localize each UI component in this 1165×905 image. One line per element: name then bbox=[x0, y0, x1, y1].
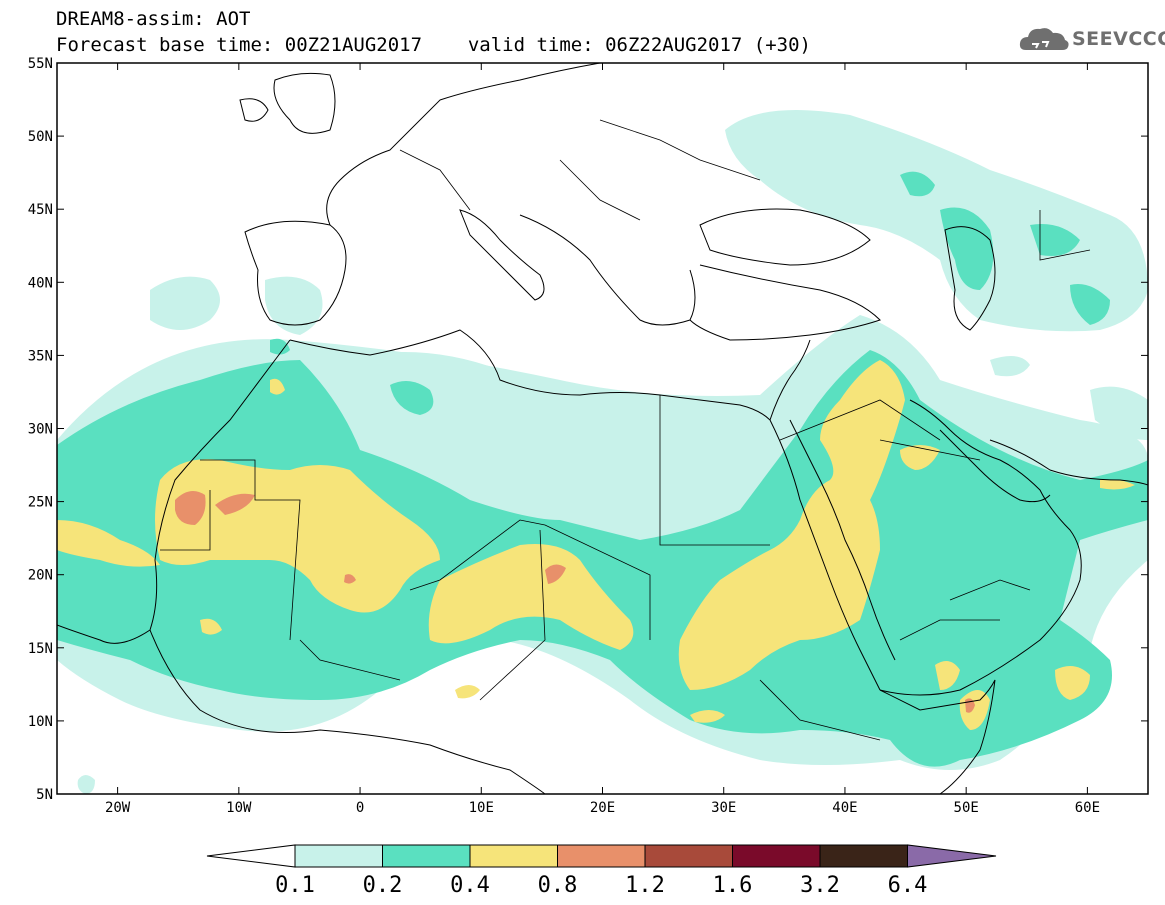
lat-tick-label: 55N bbox=[28, 56, 53, 72]
base-time: Forecast base time: 00Z21AUG2017 bbox=[56, 34, 423, 56]
colorbar-segment bbox=[557, 844, 646, 868]
colorbar-level-label: 0.2 bbox=[363, 873, 403, 898]
colorbar: 0.1 0.2 0.4 0.8 1.2 1.6 3.2 6.4 bbox=[206, 844, 997, 898]
colorbar-level-label: 1.6 bbox=[713, 873, 753, 898]
lon-tick-label: 30E bbox=[711, 800, 736, 816]
lon-tick-label: 60E bbox=[1075, 800, 1100, 816]
latitude-axis: 5N 10N 15N 20N 25N 30N 35N 40N 45N 50N 55N bbox=[28, 56, 1148, 803]
political-borders bbox=[160, 119, 1091, 741]
colorbar-segment bbox=[732, 844, 821, 868]
colorbar-segment bbox=[382, 844, 471, 868]
coastlines bbox=[57, 63, 1148, 794]
colorbar-segment bbox=[644, 844, 733, 868]
colorbar-level-label: 6.4 bbox=[888, 873, 928, 898]
lat-tick-label: 5N bbox=[36, 787, 53, 803]
aot-field bbox=[57, 63, 1148, 794]
aot-contour-0.4 bbox=[57, 360, 1135, 730]
colorbar-under-arrow bbox=[206, 844, 296, 868]
colorbar-level-label: 0.4 bbox=[450, 873, 490, 898]
lat-tick-label: 10N bbox=[28, 714, 53, 730]
lon-tick-label: 40E bbox=[832, 800, 857, 816]
lon-tick-label: 10W bbox=[226, 800, 252, 816]
lat-tick-label: 30N bbox=[28, 422, 53, 438]
lat-tick-label: 15N bbox=[28, 641, 53, 657]
colorbar-level-label: 3.2 bbox=[800, 873, 840, 898]
cloud-logo-icon bbox=[1019, 28, 1069, 50]
colorbar-level-label: 0.8 bbox=[538, 873, 578, 898]
lat-tick-label: 45N bbox=[28, 202, 53, 218]
logo-text: SEEVCCC bbox=[1072, 28, 1165, 50]
colorbar-level-label: 0.1 bbox=[275, 873, 315, 898]
valid-time: valid time: 06Z22AUG2017 (+30) bbox=[467, 34, 811, 56]
lat-tick-label: 50N bbox=[28, 129, 53, 145]
colorbar-over-arrow bbox=[907, 844, 997, 868]
forecast-time-line: Forecast base time: 00Z21AUG2017 valid t… bbox=[56, 34, 811, 56]
colorbar-segment bbox=[294, 844, 383, 868]
seevccc-logo: SEEVCCC bbox=[1018, 22, 1165, 56]
longitude-axis: 20W 10W 0 10E 20E 30E 40E 50E 60E bbox=[105, 63, 1100, 816]
colorbar-segment bbox=[819, 844, 908, 868]
lon-tick-label: 50E bbox=[954, 800, 979, 816]
lat-tick-label: 40N bbox=[28, 275, 53, 291]
lon-tick-label: 0 bbox=[356, 800, 364, 816]
lat-tick-label: 25N bbox=[28, 495, 53, 511]
lon-tick-label: 20W bbox=[105, 800, 131, 816]
model-title: DREAM8-assim: AOT bbox=[56, 8, 251, 30]
lat-tick-label: 20N bbox=[28, 568, 53, 584]
lon-tick-label: 20E bbox=[590, 800, 615, 816]
lon-tick-label: 10E bbox=[469, 800, 494, 816]
lat-tick-label: 35N bbox=[28, 348, 53, 364]
colorbar-segment bbox=[469, 844, 558, 868]
colorbar-level-label: 1.2 bbox=[625, 873, 665, 898]
